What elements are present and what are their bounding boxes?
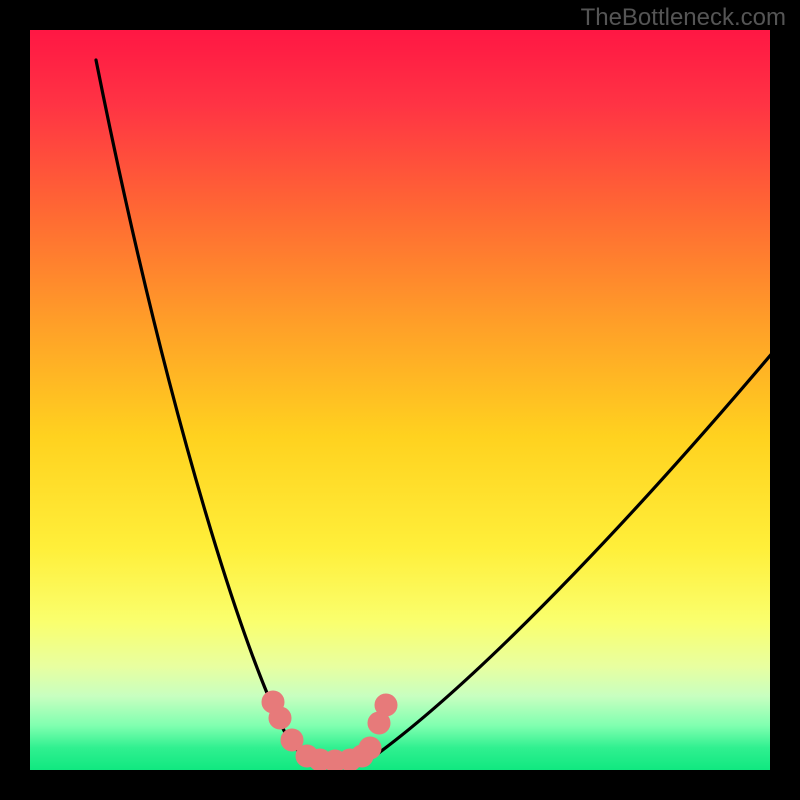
- watermark-text: TheBottleneck.com: [581, 4, 786, 32]
- curve-path: [96, 60, 312, 759]
- data-marker: [375, 694, 397, 716]
- data-marker: [269, 707, 291, 729]
- plot-area: [30, 30, 770, 770]
- chart-canvas: TheBottleneck.com: [0, 0, 800, 800]
- data-marker: [359, 737, 381, 759]
- curves-layer: [30, 30, 770, 770]
- curve-path: [356, 320, 770, 760]
